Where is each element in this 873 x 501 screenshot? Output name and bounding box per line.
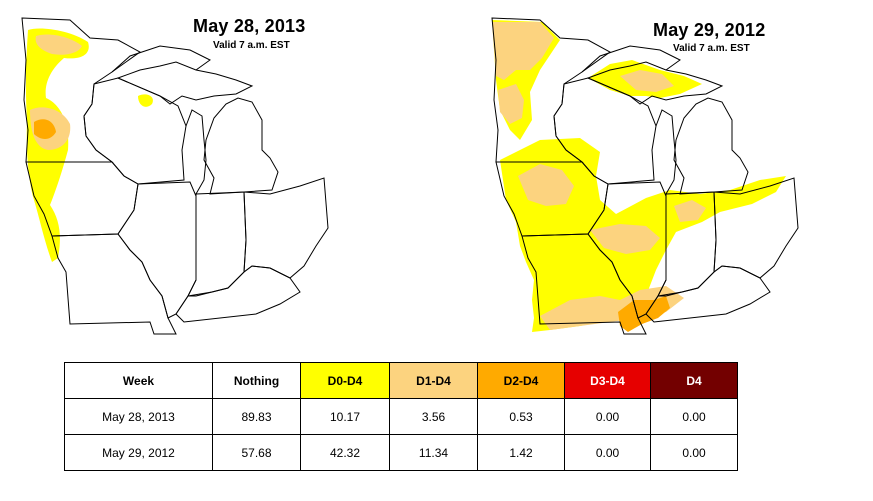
header-d4: D4 bbox=[650, 362, 738, 399]
cell-d0-d4: 42.32 bbox=[300, 434, 390, 471]
header-week: Week bbox=[64, 362, 213, 399]
cell-d2-d4: 0.53 bbox=[477, 398, 565, 435]
state-michigan-lower bbox=[203, 97, 279, 195]
d1-area-south bbox=[540, 286, 684, 330]
table-row: May 28, 2013 89.83 10.17 3.56 0.53 0.00 … bbox=[64, 398, 738, 435]
lake-michigan-shore bbox=[655, 109, 677, 195]
d1-area-mn-north bbox=[492, 22, 554, 80]
header-d3-d4: D3-D4 bbox=[564, 362, 651, 399]
drought-areas-2013 bbox=[25, 28, 153, 262]
d1-area-illinois bbox=[590, 224, 660, 254]
header-d1-d4: D1-D4 bbox=[389, 362, 478, 399]
map-title: May 28, 2013 bbox=[193, 16, 306, 36]
state-kentucky bbox=[175, 265, 301, 323]
d2-area-south bbox=[618, 296, 670, 332]
cell-week: May 28, 2013 bbox=[64, 398, 213, 435]
d1-area-mn-central bbox=[498, 84, 524, 124]
state-boundaries-2012 bbox=[491, 17, 799, 335]
drought-areas-2012 bbox=[492, 20, 786, 332]
table-row: May 29, 2012 57.68 42.32 11.34 1.42 0.00… bbox=[64, 434, 738, 471]
state-kentucky bbox=[645, 265, 771, 323]
d1-area-upper-mi bbox=[620, 70, 674, 92]
map-2013-svg bbox=[21, 17, 329, 335]
state-indiana bbox=[187, 191, 247, 297]
state-ohio bbox=[243, 177, 329, 279]
state-michigan-upper bbox=[116, 61, 254, 105]
d2-area-mn-central bbox=[34, 119, 56, 139]
state-boundaries-2013 bbox=[21, 17, 329, 335]
state-illinois bbox=[117, 181, 197, 319]
cell-d1-d4: 11.34 bbox=[389, 434, 478, 471]
cell-d4: 0.00 bbox=[650, 434, 738, 471]
cell-week: May 29, 2012 bbox=[64, 434, 213, 471]
header-d2-d4: D2-D4 bbox=[477, 362, 565, 399]
map-subtitle: Valid 7 a.m. EST bbox=[213, 40, 290, 51]
table-header-row: Week Nothing D0-D4 D1-D4 D2-D4 D3-D4 D4 bbox=[64, 362, 738, 399]
header-nothing: Nothing bbox=[212, 362, 301, 399]
cell-d0-d4: 10.17 bbox=[300, 398, 390, 435]
d1-area-mn-north bbox=[35, 34, 82, 55]
lake-michigan-shore bbox=[185, 109, 207, 195]
drought-map-2012: May 29, 2012 Valid 7 a.m. EST bbox=[470, 0, 873, 350]
d0-area-upper-mi bbox=[138, 94, 153, 107]
lake-superior-shore bbox=[581, 45, 681, 73]
cell-d1-d4: 3.56 bbox=[389, 398, 478, 435]
cell-d4: 0.00 bbox=[650, 398, 738, 435]
header-d0-d4: D0-D4 bbox=[300, 362, 390, 399]
state-michigan-upper bbox=[586, 61, 724, 105]
cell-d3-d4: 0.00 bbox=[564, 398, 651, 435]
map-2012-svg bbox=[491, 17, 799, 335]
cell-nothing: 57.68 bbox=[212, 434, 301, 471]
cell-d3-d4: 0.00 bbox=[564, 434, 651, 471]
cell-d2-d4: 1.42 bbox=[477, 434, 565, 471]
state-michigan-lower bbox=[673, 97, 749, 195]
lake-superior-shore bbox=[111, 45, 211, 73]
map-subtitle: Valid 7 a.m. EST bbox=[673, 43, 750, 54]
drought-map-2013: May 28, 2013 Valid 7 a.m. EST bbox=[0, 0, 440, 350]
cell-nothing: 89.83 bbox=[212, 398, 301, 435]
drought-stats-table: Week Nothing D0-D4 D1-D4 D2-D4 D3-D4 D4 … bbox=[64, 362, 738, 471]
map-title: May 29, 2012 bbox=[653, 20, 766, 40]
d1-area-indiana bbox=[674, 200, 706, 222]
state-missouri bbox=[51, 233, 177, 335]
d0-area-mn-northwest bbox=[26, 60, 41, 85]
state-wisconsin bbox=[83, 77, 187, 185]
d1-area-iowa bbox=[518, 164, 574, 206]
